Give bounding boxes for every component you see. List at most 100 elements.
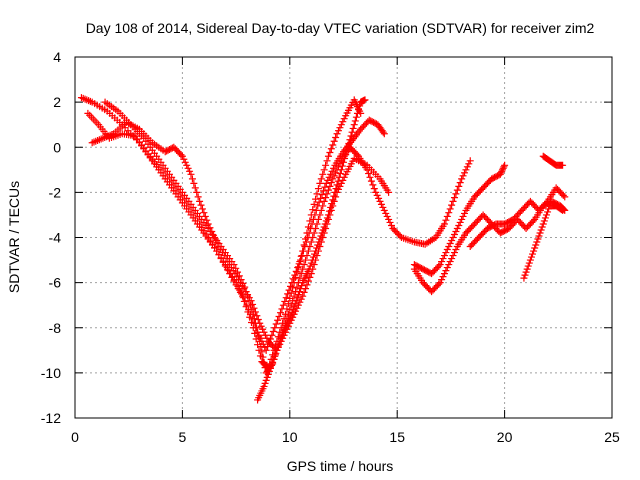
data-point xyxy=(501,161,509,169)
data-point xyxy=(382,209,390,217)
x-axis-label: GPS time / hours xyxy=(287,458,394,474)
series-track-4 xyxy=(101,98,474,377)
data-point xyxy=(446,240,454,248)
data-point xyxy=(449,252,457,260)
data-point xyxy=(241,283,249,291)
data-point xyxy=(319,226,327,234)
data-point xyxy=(440,270,448,278)
data-point xyxy=(453,186,461,194)
data-point xyxy=(455,182,463,190)
data-point xyxy=(268,331,276,339)
data-point xyxy=(329,141,337,149)
data-point xyxy=(290,292,298,300)
data-point xyxy=(349,124,357,132)
data-point xyxy=(309,234,317,241)
data-point xyxy=(234,282,242,290)
data-point xyxy=(294,291,302,299)
series-track-9 xyxy=(520,202,567,282)
data-point xyxy=(211,235,219,243)
data-point xyxy=(274,343,282,351)
data-point xyxy=(445,261,453,269)
data-point xyxy=(291,271,299,279)
data-point xyxy=(521,271,529,279)
data-point xyxy=(196,197,204,205)
data-point xyxy=(299,265,307,273)
data-point xyxy=(304,277,312,285)
data-point xyxy=(329,164,337,172)
data-point xyxy=(461,209,469,217)
data-point xyxy=(333,181,341,189)
data-point xyxy=(255,333,263,341)
y-tick-label: 2 xyxy=(53,94,61,110)
data-point xyxy=(541,214,549,222)
data-point xyxy=(324,186,332,194)
data-point xyxy=(442,249,450,257)
data-point xyxy=(450,249,458,257)
data-point xyxy=(322,161,330,169)
data-point xyxy=(379,203,387,211)
data-point xyxy=(297,295,305,303)
data-point xyxy=(380,206,388,214)
data-point xyxy=(525,259,533,267)
data-point xyxy=(524,262,532,270)
data-point xyxy=(320,223,328,231)
data-point xyxy=(248,306,256,314)
data-point xyxy=(274,316,282,324)
data-point xyxy=(264,370,272,378)
data-point xyxy=(542,199,550,207)
data-point xyxy=(458,215,466,223)
data-point xyxy=(312,224,320,232)
data-point xyxy=(323,214,331,222)
data-point xyxy=(452,246,460,254)
data-point xyxy=(317,194,325,202)
data-point xyxy=(558,206,566,214)
data-point xyxy=(344,143,352,151)
data-point xyxy=(260,328,268,336)
data-point xyxy=(295,288,303,296)
data-point xyxy=(304,247,312,255)
data-point xyxy=(351,117,359,125)
data-point xyxy=(259,353,267,361)
data-point xyxy=(385,215,393,223)
data-point xyxy=(449,234,457,241)
data-point xyxy=(261,379,269,387)
data-point xyxy=(188,175,196,183)
data-point xyxy=(559,206,567,214)
data-point xyxy=(445,243,453,251)
data-point xyxy=(336,124,344,132)
data-point xyxy=(257,322,265,330)
data-point xyxy=(439,273,447,281)
data-point xyxy=(262,376,270,384)
grid xyxy=(75,57,612,418)
data-point xyxy=(334,127,342,135)
data-point xyxy=(339,118,347,126)
data-point xyxy=(197,201,205,209)
x-tick-label: 15 xyxy=(389,429,405,445)
data-point xyxy=(348,128,356,136)
data-point xyxy=(334,177,342,185)
data-point xyxy=(500,163,508,171)
data-point xyxy=(288,309,296,317)
data-point xyxy=(535,232,543,240)
data-point xyxy=(230,261,238,269)
y-tick-label: -2 xyxy=(49,184,62,200)
data-point xyxy=(442,267,450,275)
data-point xyxy=(343,147,351,155)
data-point xyxy=(350,121,358,129)
data-point xyxy=(322,179,330,187)
x-tick-label: 10 xyxy=(282,429,298,445)
data-point xyxy=(250,315,258,323)
data-point xyxy=(330,137,338,145)
series-track-10 xyxy=(539,152,567,169)
data-point xyxy=(445,209,453,217)
data-point xyxy=(372,188,380,196)
data-point xyxy=(314,185,322,193)
data-point xyxy=(298,282,306,290)
data-point xyxy=(302,256,310,264)
data-point xyxy=(244,292,252,300)
data-point xyxy=(270,355,278,363)
data-point xyxy=(540,217,548,225)
data-point xyxy=(288,279,296,287)
data-point xyxy=(276,337,284,345)
